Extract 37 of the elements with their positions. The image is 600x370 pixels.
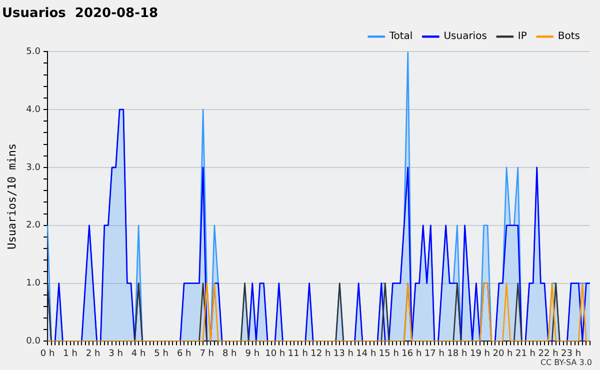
x-tick-label: 18 h: [447, 348, 468, 359]
legend-label: Usuarios: [444, 31, 487, 42]
legend-label: Total: [388, 31, 413, 42]
x-tick-label: 19 h: [470, 348, 490, 359]
x-tick-label: 13 h: [333, 348, 354, 359]
x-tick-label: 4 h: [131, 348, 146, 359]
x-tick-label: 17 h: [424, 348, 444, 359]
chart-title: Usuarios 2020-08-18: [2, 6, 158, 22]
x-tick-label: 2 h: [86, 348, 100, 359]
x-tick-label: 23 h: [561, 348, 582, 359]
x-tick-label: 0 h: [40, 348, 55, 359]
x-tick-label: 3 h: [108, 348, 123, 359]
y-axis-title: Usuarios/10 mins: [5, 143, 18, 250]
y-tick-label: 0.0: [26, 336, 41, 347]
y-tick-label: 1.0: [26, 278, 41, 289]
x-tick-label: 10 h: [265, 348, 286, 359]
legend-label: IP: [518, 31, 527, 42]
y-tick-label: 5.0: [26, 46, 41, 57]
x-tick-label: 20 h: [492, 348, 513, 359]
x-tick-label: 1 h: [63, 348, 78, 359]
y-tick-label: 3.0: [26, 162, 41, 173]
x-tick-label: 22 h: [538, 348, 558, 359]
legend-label: Bots: [558, 31, 580, 42]
x-tick-label: 16 h: [402, 348, 422, 359]
x-tick-label: 5 h: [154, 348, 168, 359]
x-tick-label: 15 h: [378, 348, 399, 359]
x-tick-label: 11 h: [288, 348, 308, 359]
x-tick-label: 14 h: [356, 348, 376, 359]
x-tick-label: 9 h: [245, 348, 260, 359]
x-tick-label: 12 h: [310, 348, 331, 359]
x-tick-label: 6 h: [176, 348, 192, 359]
x-tick-label: 7 h: [200, 348, 214, 359]
x-tick-label: 8 h: [222, 348, 237, 359]
y-tick-label: 2.0: [26, 220, 41, 231]
text: CC BY-SA 3.0: [540, 358, 592, 368]
y-tick-label: 4.0: [26, 104, 41, 115]
x-tick-label: 21 h: [515, 348, 536, 359]
